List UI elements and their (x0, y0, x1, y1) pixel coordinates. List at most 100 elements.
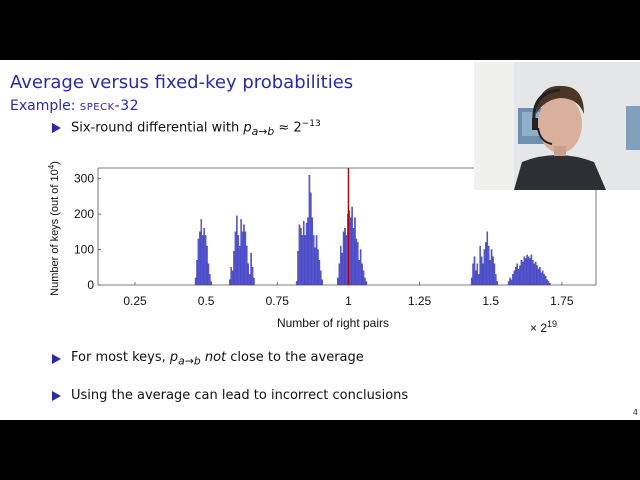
histogram-bar (194, 277, 197, 286)
histogram-bar (546, 279, 548, 286)
histogram-bar (365, 281, 368, 286)
letterbox-top (0, 0, 640, 60)
histogram-bar (490, 249, 493, 286)
histogram-bar (486, 231, 489, 286)
histogram-bar (519, 265, 521, 286)
histogram-bar (496, 281, 499, 286)
x-tick-label: 1 (345, 294, 352, 308)
histogram-bar (507, 281, 510, 286)
histogram-bar (307, 217, 309, 286)
y-tick-label: 0 (87, 278, 94, 292)
bullet-triangle-icon (52, 390, 61, 401)
histogram-bar (308, 174, 311, 286)
histogram-bar (492, 256, 494, 286)
y-axis-label: Number of keys (out of 104) (47, 161, 61, 296)
histogram-bar (295, 281, 298, 286)
histogram-bar (248, 274, 251, 286)
histogram-bar (342, 231, 345, 286)
histogram-bar (478, 274, 480, 286)
histogram-bar (200, 219, 203, 286)
histogram-bar (364, 277, 366, 286)
histogram-bar (485, 242, 487, 286)
histogram-bar (475, 270, 477, 286)
histogram-bar (510, 279, 513, 286)
histogram-bar (337, 277, 339, 286)
bullet-incorrect-conclusions: Using the average can lead to incorrect … (52, 388, 408, 403)
histogram-bar (470, 277, 473, 286)
bullet-text: Using the average can lead to incorrect … (71, 388, 409, 403)
histogram-bar (203, 228, 205, 286)
histogram-bar (539, 267, 541, 286)
histogram-bar (493, 263, 496, 286)
subtitle-cipher: speck-32 (79, 98, 140, 114)
histogram-bar (246, 245, 248, 286)
bullet-differential: Six-round differential with pa→b ≈ 2−13 (52, 119, 321, 138)
histogram-bar (482, 263, 484, 286)
bullet-text: Six-round differential with pa→b ≈ 2−13 (71, 119, 321, 138)
histogram-bar (201, 235, 204, 286)
histogram-bar (512, 274, 514, 286)
histogram-bar (251, 267, 254, 286)
histogram-bar (361, 263, 363, 286)
histogram-bar (339, 245, 342, 286)
histogram-bar (536, 265, 538, 286)
histogram-bar (483, 249, 486, 286)
histogram-bar (341, 252, 343, 286)
bullet-triangle-icon (52, 123, 61, 134)
histogram-bar (312, 235, 315, 286)
histogram-bars (194, 174, 551, 286)
histogram-bar (495, 274, 497, 286)
x-tick-label: 1.75 (550, 294, 574, 308)
histogram-chart: Number of keys (out of 104) 0.25 0.5 0.75 1… (47, 161, 597, 335)
histogram-bar (540, 272, 543, 286)
subtitle-prefix: Example: (10, 98, 80, 114)
histogram-bar (241, 231, 244, 286)
histogram-bar (207, 263, 210, 286)
presenter-video (474, 62, 640, 190)
x-ticks: 0.25 0.5 0.75 1 1.25 1.5 1.75 (123, 282, 574, 308)
histogram-bar (352, 228, 355, 286)
histogram-bar (529, 258, 531, 286)
x-tick-label: 0.5 (198, 294, 215, 308)
histogram-bar (237, 235, 240, 286)
y-tick-label: 300 (74, 172, 94, 186)
bullet-triangle-icon (52, 353, 61, 364)
histogram-bar (310, 192, 312, 286)
y-tick-label: 100 (74, 243, 94, 257)
histogram-bar (297, 251, 299, 286)
bullet-most-keys: For most keys, pa→b not close to the ave… (52, 350, 364, 368)
histogram-bar (480, 256, 483, 286)
histogram-bar (247, 263, 250, 286)
slide-title: Average versus fixed-key probabilities (10, 72, 354, 93)
histogram-bar (234, 231, 237, 286)
histogram-bar (476, 263, 479, 286)
histogram-bar (321, 279, 323, 286)
histogram-bar (302, 221, 305, 286)
histogram-bar (530, 254, 533, 286)
histogram-bar (532, 260, 534, 286)
histogram-bar (524, 258, 527, 286)
x-tick-label: 0.75 (266, 294, 290, 308)
histogram-bar (314, 247, 316, 286)
histogram-bar (320, 270, 322, 286)
histogram-bar (250, 252, 252, 286)
histogram-bar (209, 274, 211, 286)
histogram-bar (355, 238, 358, 286)
histogram-bar (517, 268, 520, 286)
histogram-bar (547, 281, 550, 286)
histogram-bar (196, 260, 198, 286)
histogram-bar (229, 279, 231, 286)
histogram-bar (317, 249, 319, 286)
histogram-bar (206, 245, 208, 286)
histogram-bar (543, 274, 545, 286)
histogram-bar (236, 215, 238, 286)
histogram-bar (472, 263, 474, 286)
svg-text:Number of keys (out of 104): Number of keys (out of 104) (47, 161, 61, 296)
histogram-bar (516, 263, 518, 286)
histogram-bar (522, 261, 524, 286)
histogram-bar (487, 245, 490, 286)
histogram-bar (197, 238, 200, 286)
y-tick-label: 200 (74, 207, 94, 221)
histogram-bar (362, 270, 365, 286)
